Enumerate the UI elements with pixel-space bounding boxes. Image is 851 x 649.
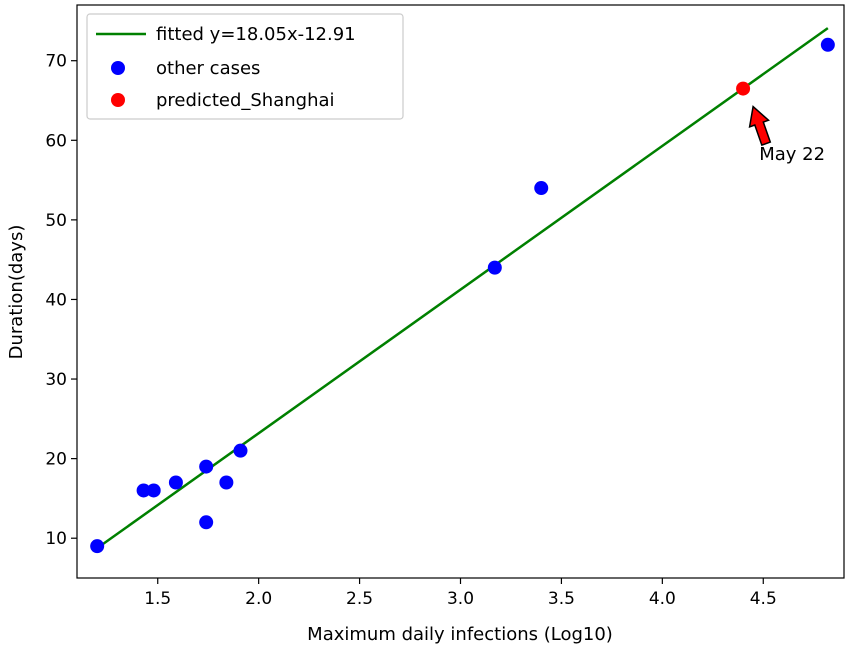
x-tick-label: 2.5 bbox=[346, 589, 373, 609]
x-tick-label: 2.0 bbox=[245, 589, 272, 609]
other-case-point bbox=[146, 483, 161, 498]
y-tick-label: 50 bbox=[45, 211, 67, 231]
other-case-point bbox=[168, 475, 183, 490]
annotation-label: May 22 bbox=[759, 144, 825, 165]
plot-area bbox=[90, 27, 835, 554]
legend-other-label: other cases bbox=[156, 58, 260, 79]
y-tick-label: 20 bbox=[45, 450, 67, 470]
other-case-point bbox=[487, 260, 502, 275]
legend: fitted y=18.05x-12.91 other cases predic… bbox=[86, 13, 404, 120]
y-axis-label: Duration(days) bbox=[6, 225, 27, 360]
annotation-arrow bbox=[748, 105, 772, 147]
x-axis-label: Maximum daily infections (Log10) bbox=[307, 624, 613, 645]
fitted-line bbox=[96, 27, 829, 550]
y-tick-label: 70 bbox=[45, 52, 67, 72]
legend-predicted-swatch bbox=[111, 93, 125, 107]
x-tick-label: 3.5 bbox=[548, 589, 575, 609]
legend-predicted-label: predicted_Shanghai bbox=[156, 90, 335, 111]
x-tick-label: 3.0 bbox=[447, 589, 474, 609]
y-axis-ticks: 10 20 30 40 50 60 70 bbox=[45, 52, 77, 549]
annotation: May 22 bbox=[748, 105, 825, 165]
other-case-point bbox=[820, 37, 835, 52]
x-axis-ticks: 1.5 2.0 2.5 3.0 3.5 4.0 4.5 bbox=[144, 578, 777, 609]
legend-other-swatch bbox=[111, 61, 125, 75]
other-case-point bbox=[90, 539, 105, 554]
legend-box bbox=[86, 13, 404, 120]
y-tick-label: 40 bbox=[45, 290, 67, 310]
other-case-point bbox=[534, 181, 549, 196]
x-tick-label: 4.0 bbox=[649, 589, 676, 609]
other-case-point bbox=[219, 475, 234, 490]
x-tick-label: 1.5 bbox=[144, 589, 171, 609]
legend-fit-label: fitted y=18.05x-12.91 bbox=[156, 24, 356, 45]
y-tick-label: 30 bbox=[45, 370, 67, 390]
other-case-point bbox=[233, 443, 248, 458]
y-tick-label: 10 bbox=[45, 529, 67, 549]
x-tick-label: 4.5 bbox=[750, 589, 777, 609]
other-case-point bbox=[136, 483, 151, 498]
y-tick-label: 60 bbox=[45, 131, 67, 151]
other-case-point bbox=[199, 515, 214, 530]
predicted-shanghai-point bbox=[736, 81, 751, 96]
other-case-point bbox=[199, 459, 214, 474]
